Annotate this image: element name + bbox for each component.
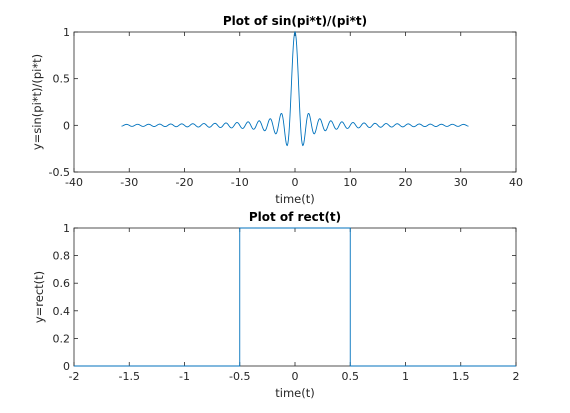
sinc-plot: Plot of sin(pi*t)/(pi*t) time(t) y=sin(p… [30, 14, 523, 206]
sinc-plot-ytick-label: -0.5 [49, 166, 70, 179]
rect-plot-xtick-label: -1.5 [119, 370, 140, 383]
rect-plot-ylabel: y=rect(t) [32, 271, 46, 323]
sinc-plot-xtick-label: -40 [65, 176, 83, 189]
rect-plot-xtick-label: 2 [513, 370, 520, 383]
sinc-plot-xtick-label: 0 [292, 176, 299, 189]
rect-plot-ytick-label: 0.4 [53, 305, 71, 318]
rect-plot-xtick-label: 1.5 [452, 370, 470, 383]
rect-plot-xtick-label: -0.5 [229, 370, 250, 383]
rect-plot-ytick-label: 1 [63, 222, 70, 235]
sinc-plot-ytick-label: 1 [63, 26, 70, 39]
sinc-plot-series-line [121, 30, 469, 147]
sinc-plot-ytick-label: 0.5 [53, 73, 71, 86]
rect-plot-xtick-label: -2 [69, 370, 80, 383]
sinc-plot-xtick-label: 40 [509, 176, 523, 189]
rect-plot-series-line [74, 227, 516, 367]
sinc-plot-xtick-label: 10 [343, 176, 357, 189]
rect-plot-ytick-label: 0.6 [53, 277, 71, 290]
rect-plot-xlabel: time(t) [275, 386, 314, 400]
sinc-plot-xtick-label: -20 [176, 176, 194, 189]
rect-plot-xtick-label: 1 [402, 370, 409, 383]
rect-plot-ytick-label: 0.2 [53, 332, 71, 345]
sinc-plot-xtick-label: 30 [454, 176, 468, 189]
sinc-plot-xtick-label: -10 [231, 176, 249, 189]
rect-plot-xtick-label: -1 [179, 370, 190, 383]
sinc-plot-xtick-label: -30 [120, 176, 138, 189]
sinc-plot-ytick-label: 0 [63, 119, 70, 132]
rect-plot-title: Plot of rect(t) [249, 210, 341, 224]
sinc-plot-xlabel: time(t) [275, 192, 314, 206]
sinc-plot-xtick-label: 20 [399, 176, 413, 189]
rect-plot-xtick-label: 0 [292, 370, 299, 383]
sinc-plot-ylabel: y=sin(pi*t)/(pi*t) [30, 54, 44, 150]
rect-plot-xtick-label: 0.5 [342, 370, 360, 383]
rect-plot: Plot of rect(t) time(t) y=rect(t) -2 -1.5… [32, 210, 520, 400]
sinc-plot-title: Plot of sin(pi*t)/(pi*t) [223, 14, 367, 28]
rect-plot-ytick-label: 0 [63, 360, 70, 373]
rect-plot-ytick-label: 0.8 [53, 250, 71, 263]
